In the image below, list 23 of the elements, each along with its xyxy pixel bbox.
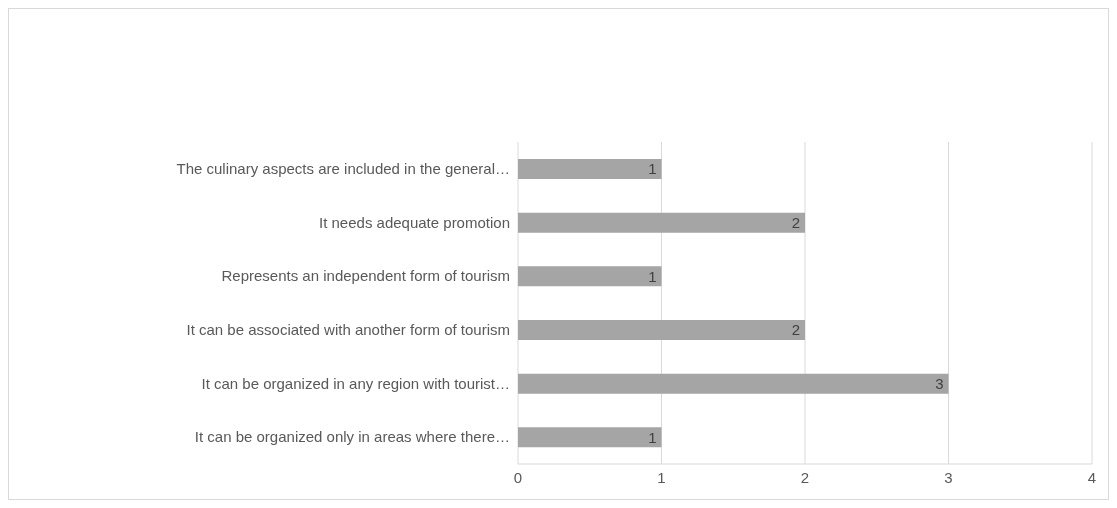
y-tick-label: The culinary aspects are included in the general… bbox=[176, 160, 510, 178]
y-tick-label: It needs adequate promotion bbox=[319, 213, 510, 231]
bar bbox=[518, 427, 662, 448]
x-tick-label: 3 bbox=[944, 468, 953, 486]
y-tick-label: It can be associated with another form of tourism bbox=[186, 321, 510, 339]
y-tick-label: It can be organized only in areas where there… bbox=[194, 428, 510, 446]
x-tick-label: 1 bbox=[657, 468, 666, 486]
bar bbox=[518, 212, 805, 233]
data-label: 1 bbox=[648, 267, 657, 285]
x-tick-label: 0 bbox=[513, 468, 523, 486]
x-tick-label: 2 bbox=[800, 468, 810, 486]
data-label: 3 bbox=[935, 374, 944, 392]
y-tick-label: Represents an independent form of tourism bbox=[221, 267, 510, 285]
bar bbox=[518, 320, 805, 340]
x-tick-label: 4 bbox=[1087, 468, 1097, 486]
data-label: 2 bbox=[791, 213, 800, 231]
bar bbox=[518, 159, 662, 179]
bar bbox=[518, 373, 949, 394]
data-label: 1 bbox=[648, 160, 657, 178]
data-label: 2 bbox=[791, 321, 800, 339]
bar bbox=[518, 266, 662, 287]
data-label: 1 bbox=[648, 428, 657, 446]
y-tick-label: It can be organized in any region with tourist… bbox=[201, 374, 510, 392]
